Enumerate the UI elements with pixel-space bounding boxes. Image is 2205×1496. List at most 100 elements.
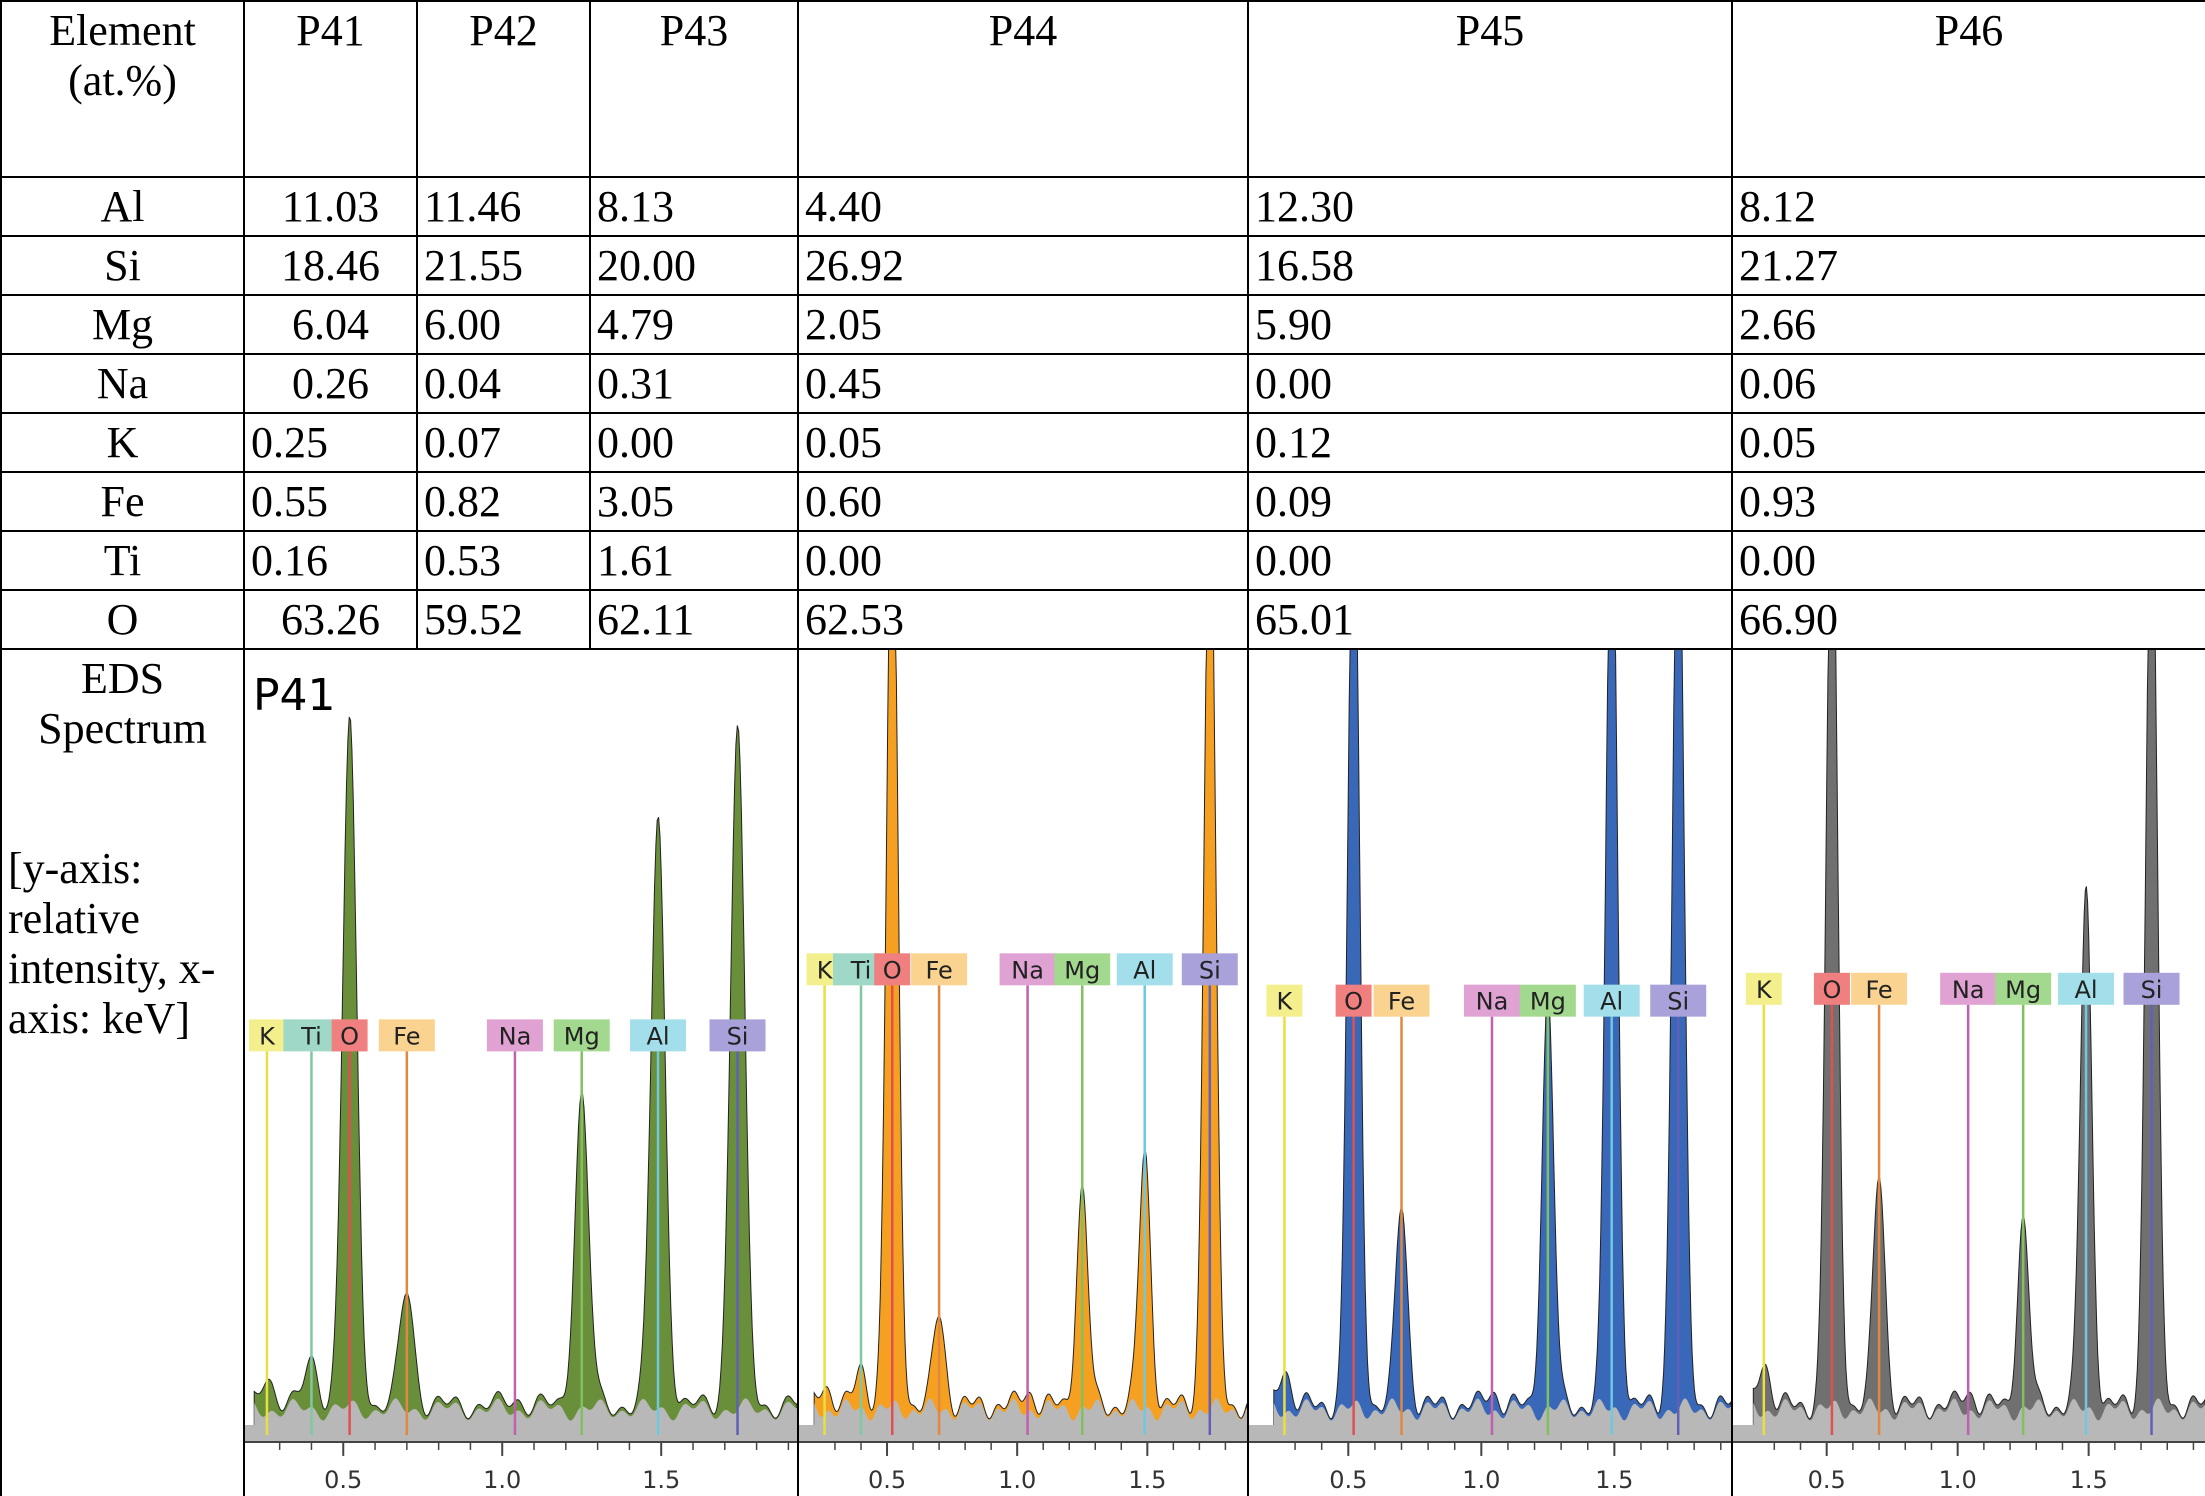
- spectrum-cell: 0.5 1.0 1.5 K Ti O Fe Na Mg Al Si: [797, 648, 1249, 1496]
- value-cell: 0.55: [243, 471, 418, 532]
- value-cell: 65.01: [1247, 589, 1733, 650]
- peak-label: K: [817, 956, 834, 984]
- element-cell: Mg: [0, 294, 245, 355]
- peak-label: K: [259, 1022, 276, 1050]
- header-cell: P46: [1731, 0, 2205, 178]
- value-cell: 0.06: [1731, 353, 2205, 414]
- value-cell: 63.26: [243, 589, 418, 650]
- peak-label: Al: [2074, 976, 2097, 1004]
- element-cell: K: [0, 412, 245, 473]
- value-cell: 0.53: [416, 530, 591, 591]
- data-row: Fe 0.55 0.82 3.05 0.60 0.09 0.93: [0, 471, 2205, 532]
- peak-label-box: [331, 1019, 368, 1052]
- peak-label: K: [1756, 976, 1773, 1004]
- x-tick-label: 0.5: [868, 1466, 906, 1494]
- value-cell: 0.45: [797, 353, 1249, 414]
- peak-label: Ti: [300, 1022, 322, 1050]
- peak-label: Fe: [1388, 988, 1415, 1016]
- value-cell: 0.82: [416, 471, 591, 532]
- peak-label: K: [1277, 988, 1294, 1016]
- value-cell: 11.46: [416, 176, 591, 237]
- x-tick-label: 1.5: [1595, 1466, 1633, 1494]
- peak-label: Na: [1011, 956, 1044, 984]
- x-tick-label: 0.5: [1329, 1466, 1367, 1494]
- value-cell: 1.61: [589, 530, 799, 591]
- value-cell: 0.07: [416, 412, 591, 473]
- peak-label: Fe: [925, 956, 952, 984]
- peak-label-box: [911, 953, 968, 986]
- peak-label: Si: [2141, 976, 2163, 1004]
- value-cell: 8.12: [1731, 176, 2205, 237]
- peak-label: Ti: [850, 956, 872, 984]
- background-area: [1273, 1398, 1730, 1426]
- spectrum-label-cell: EDS Spectrum [y-axis: relative intensity,…: [0, 648, 245, 1496]
- peak-label: Mg: [2005, 976, 2041, 1004]
- value-cell: 0.00: [1247, 530, 1733, 591]
- value-cell: 2.05: [797, 294, 1249, 355]
- value-cell: 8.13: [589, 176, 799, 237]
- peak-label-box: [486, 1019, 543, 1052]
- baseline-band: [246, 1425, 796, 1442]
- x-tick-label: 0.5: [324, 1466, 362, 1494]
- value-cell: 0.05: [797, 412, 1249, 473]
- peak-label-box: [1519, 984, 1576, 1017]
- value-cell: 0.25: [243, 412, 418, 473]
- peak-label: O: [1822, 976, 1841, 1004]
- peak-label-box: [248, 1019, 285, 1052]
- value-cell: 0.00: [797, 530, 1249, 591]
- element-cell: Fe: [0, 471, 245, 532]
- value-cell: 0.00: [1731, 530, 2205, 591]
- header-cell: P43: [589, 0, 799, 178]
- element-cell: Si: [0, 235, 245, 296]
- background-area: [1753, 1398, 2204, 1426]
- spectrum-cell: 0.5 1.0 1.5 K O Fe Na Mg Al Si: [1247, 648, 1733, 1496]
- eds-spectrum: P41 0.5 1.0 1.5 K Ti O Fe Na Mg Al Si: [246, 670, 796, 1494]
- peak-label: Mg: [564, 1022, 600, 1050]
- value-cell: 16.58: [1247, 235, 1733, 296]
- x-tick-label: 0.5: [1808, 1466, 1846, 1494]
- peak-label: Na: [499, 1022, 532, 1050]
- header-cell: Element (at.%): [0, 0, 245, 178]
- data-row: Si 18.46 21.55 20.00 26.92 16.58 21.27: [0, 235, 2205, 296]
- data-row: K 0.25 0.07 0.00 0.05 0.12 0.05: [0, 412, 2205, 473]
- value-cell: 20.00: [589, 235, 799, 296]
- x-tick-label: 1.5: [2070, 1466, 2108, 1494]
- x-tick-label: 1.0: [1462, 1466, 1500, 1494]
- header-cell: P45: [1247, 0, 1733, 178]
- peak-label: Al: [646, 1022, 669, 1050]
- spectrum-area: [253, 716, 796, 1426]
- peak-label: Fe: [1865, 976, 1892, 1004]
- value-cell: 6.00: [416, 294, 591, 355]
- peak-label-box: [1116, 953, 1173, 986]
- header-cell: P44: [797, 0, 1249, 178]
- peak-label: Si: [1667, 988, 1689, 1016]
- data-row: Mg 6.04 6.00 4.79 2.05 5.90 2.66: [0, 294, 2205, 355]
- data-row: O 63.26 59.52 62.11 62.53 65.01 66.90: [0, 589, 2205, 650]
- value-cell: 18.46: [243, 235, 418, 296]
- peak-label: Na: [1476, 988, 1509, 1016]
- peak-label-box: [1940, 972, 1997, 1005]
- value-cell: 0.09: [1247, 471, 1733, 532]
- header-cell: P42: [416, 0, 591, 178]
- peak-label-box: [630, 1019, 687, 1052]
- peak-label-box: [283, 1019, 340, 1052]
- value-cell: 0.04: [416, 353, 591, 414]
- peak-label: Al: [1133, 956, 1156, 984]
- peak-label-box: [874, 953, 911, 986]
- peak-label-box: [553, 1019, 610, 1052]
- spectrum-label: EDS Spectrum: [38, 654, 207, 753]
- peak-label: O: [340, 1022, 359, 1050]
- peak-label-box: [1813, 972, 1850, 1005]
- peak-label-box: [1054, 953, 1111, 986]
- spectrum-title: P41: [253, 670, 336, 721]
- x-tick-label: 1.0: [483, 1466, 521, 1494]
- peak-label-box: [1463, 984, 1520, 1017]
- element-cell: O: [0, 589, 245, 650]
- spectrum-area: [813, 651, 1246, 1426]
- value-cell: 2.66: [1731, 294, 2205, 355]
- data-row: Na 0.26 0.04 0.31 0.45 0.00 0.06: [0, 353, 2205, 414]
- value-cell: 0.00: [589, 412, 799, 473]
- axis-note: [y-axis: relative intensity, x-axis: keV…: [8, 844, 216, 1043]
- value-cell: 4.40: [797, 176, 1249, 237]
- value-cell: 0.26: [243, 353, 418, 414]
